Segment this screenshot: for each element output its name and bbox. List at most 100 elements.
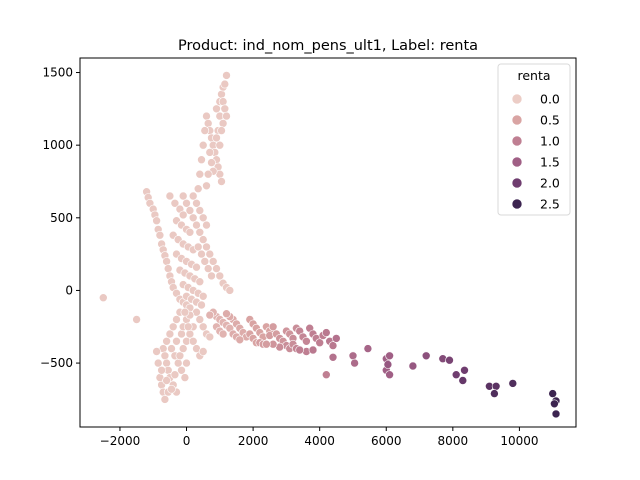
data-point bbox=[172, 336, 181, 346]
data-point bbox=[217, 126, 226, 135]
data-point bbox=[235, 335, 245, 345]
data-point bbox=[188, 191, 198, 201]
data-point bbox=[195, 277, 205, 287]
x-tick-label: 0 bbox=[183, 434, 191, 448]
points-layer bbox=[99, 71, 561, 419]
x-tick-label: 10000 bbox=[500, 434, 538, 448]
data-point bbox=[208, 257, 218, 266]
legend-label: 0.0 bbox=[540, 92, 560, 107]
y-tick-label: 1500 bbox=[42, 66, 73, 80]
data-point bbox=[205, 332, 215, 342]
data-point bbox=[490, 389, 499, 398]
data-point bbox=[348, 351, 358, 361]
data-point bbox=[188, 336, 198, 346]
data-point bbox=[197, 249, 206, 259]
data-point bbox=[198, 347, 208, 356]
legend: renta 0.0 0.5 1.0 1.5 2.0 2.5 bbox=[497, 63, 571, 216]
x-tick-label: −2000 bbox=[100, 434, 141, 448]
data-point bbox=[268, 322, 278, 332]
data-point bbox=[170, 199, 180, 208]
y-tick-label: 1000 bbox=[42, 138, 73, 152]
data-point bbox=[217, 90, 226, 99]
data-point bbox=[168, 322, 178, 332]
data-point bbox=[385, 351, 394, 361]
data-point bbox=[550, 399, 559, 409]
data-point bbox=[167, 344, 176, 353]
data-point bbox=[350, 358, 359, 368]
data-point bbox=[165, 191, 175, 201]
legend-label: 0.5 bbox=[540, 113, 560, 128]
data-point bbox=[385, 370, 394, 380]
data-point bbox=[193, 242, 203, 252]
legend-label: 2.5 bbox=[540, 197, 560, 212]
data-point bbox=[207, 271, 216, 281]
data-point bbox=[160, 351, 170, 361]
data-point bbox=[460, 365, 469, 375]
x-tick-label: 2000 bbox=[238, 434, 269, 448]
data-point bbox=[212, 264, 221, 273]
data-point bbox=[177, 365, 186, 375]
data-point bbox=[198, 140, 208, 150]
data-point bbox=[157, 365, 166, 375]
data-point bbox=[192, 262, 201, 272]
y-tick-label: 0 bbox=[65, 283, 73, 297]
data-point bbox=[218, 97, 228, 106]
data-point bbox=[205, 310, 215, 320]
data-point bbox=[218, 119, 228, 128]
data-point bbox=[180, 373, 190, 382]
legend-marker bbox=[511, 177, 523, 189]
legend-marker bbox=[511, 114, 523, 126]
data-point bbox=[160, 395, 170, 404]
data-point bbox=[205, 148, 215, 157]
x-axis: −2000 0 2000 4000 6000 8000 10000 bbox=[100, 427, 539, 448]
data-point bbox=[212, 133, 221, 143]
data-point bbox=[202, 111, 211, 121]
legend-marker bbox=[511, 156, 523, 168]
data-point bbox=[163, 264, 173, 273]
data-point bbox=[308, 345, 318, 355]
axes-frame bbox=[79, 57, 577, 428]
data-point bbox=[217, 177, 226, 186]
data-point bbox=[202, 242, 211, 252]
data-point bbox=[182, 358, 191, 368]
data-point bbox=[383, 360, 393, 369]
legend-marker bbox=[511, 135, 523, 147]
data-point bbox=[203, 119, 213, 128]
data-point bbox=[198, 322, 208, 332]
legend-marker bbox=[511, 93, 523, 105]
data-point bbox=[198, 291, 208, 301]
data-point bbox=[225, 286, 235, 295]
data-point bbox=[182, 199, 191, 208]
data-point bbox=[162, 358, 171, 368]
chart-title: Product: ind_nom_pens_ult1, Label: renta bbox=[178, 38, 478, 54]
data-point bbox=[328, 341, 338, 350]
data-point bbox=[152, 216, 161, 225]
data-point bbox=[132, 315, 141, 324]
data-point bbox=[162, 257, 171, 266]
data-point bbox=[192, 199, 201, 208]
data-point bbox=[195, 228, 205, 237]
data-point bbox=[180, 307, 190, 317]
data-point bbox=[185, 206, 195, 215]
data-point bbox=[551, 409, 561, 419]
data-point bbox=[321, 370, 331, 380]
data-point bbox=[218, 329, 228, 339]
legend-label: 1.5 bbox=[540, 155, 560, 170]
data-point bbox=[315, 338, 325, 348]
data-point bbox=[220, 104, 230, 114]
data-point bbox=[222, 71, 231, 80]
data-point bbox=[508, 379, 518, 388]
y-tick-label: 500 bbox=[50, 211, 73, 225]
data-point bbox=[408, 361, 418, 371]
data-point bbox=[202, 181, 211, 191]
legend-marker bbox=[511, 198, 523, 210]
data-point bbox=[167, 384, 176, 394]
data-point bbox=[220, 79, 230, 89]
data-point bbox=[195, 169, 205, 179]
data-point bbox=[222, 111, 231, 121]
data-point bbox=[200, 257, 210, 266]
data-point bbox=[170, 370, 180, 380]
data-point bbox=[178, 191, 188, 201]
data-point bbox=[173, 358, 183, 368]
data-point bbox=[207, 158, 216, 167]
